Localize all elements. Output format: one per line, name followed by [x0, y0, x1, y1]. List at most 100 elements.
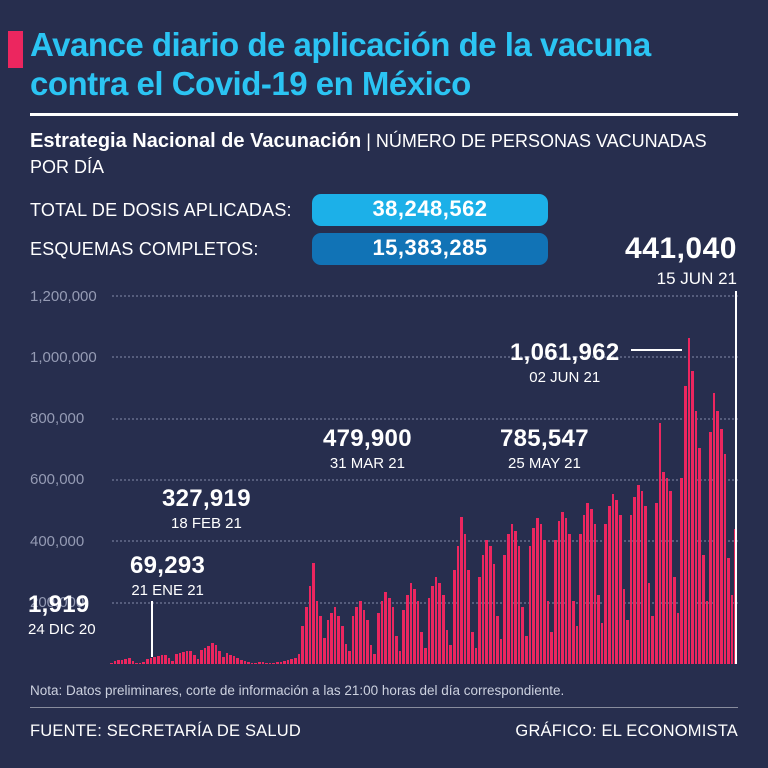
bar — [409, 582, 413, 664]
gridline-row: 800,000 — [30, 410, 738, 428]
bar — [413, 588, 416, 664]
bar — [351, 616, 355, 664]
annotation-02-jun-peak: 1,061,962 02 JUN 21 — [510, 339, 619, 386]
bar — [550, 631, 553, 664]
bar — [723, 453, 727, 664]
bar — [673, 576, 676, 664]
bar — [510, 524, 514, 664]
bar — [514, 530, 517, 664]
latest-value-connector-line — [735, 291, 737, 664]
bar — [488, 545, 492, 664]
title-accent-bar — [8, 31, 23, 68]
bar — [167, 657, 171, 664]
bar — [481, 555, 485, 664]
gridline-row: 600,000 — [30, 471, 738, 489]
bar — [719, 429, 723, 664]
y-tick-label: 400,000 — [30, 532, 85, 550]
bar — [362, 610, 366, 664]
bar — [189, 650, 193, 664]
bar — [608, 506, 611, 664]
bar — [525, 635, 528, 664]
bar — [398, 651, 402, 664]
y-tick-label: 800,000 — [30, 410, 85, 428]
bar — [644, 506, 647, 664]
annotation-21-ene: 69,293 21 ENE 21 — [130, 552, 205, 599]
bar — [286, 660, 290, 664]
bar — [131, 661, 135, 664]
y-tick-label: 600,000 — [30, 471, 85, 489]
bar — [521, 607, 525, 664]
bar — [539, 524, 543, 664]
bar — [117, 660, 120, 664]
bar — [604, 524, 608, 664]
bar — [146, 659, 149, 664]
bar — [135, 662, 138, 664]
latest-value: 441,040 — [625, 232, 737, 265]
stat-value-total-doses-badge: 38,248,562 — [312, 194, 548, 226]
bar — [597, 595, 600, 664]
bar — [276, 662, 279, 664]
bar — [431, 585, 434, 664]
bar — [572, 601, 575, 664]
bar — [485, 539, 488, 664]
bar — [174, 653, 178, 664]
bar — [427, 598, 431, 664]
bar — [221, 657, 225, 664]
bar — [478, 576, 481, 664]
bar — [373, 654, 377, 664]
gridline — [112, 478, 738, 481]
bar — [629, 515, 633, 664]
latest-value-date: 15 JUN 21 — [656, 269, 737, 288]
stat-row-total-doses: TOTAL DE DOSIS APLICADAS: 38,248,562 — [30, 194, 738, 226]
annotation-value: 1,061,962 — [510, 339, 620, 366]
bar — [156, 656, 160, 664]
bar — [712, 392, 716, 664]
bar — [333, 607, 337, 664]
bar — [557, 521, 561, 664]
bar — [470, 631, 474, 664]
bar — [655, 503, 658, 664]
bar — [337, 616, 340, 664]
bar — [676, 613, 680, 664]
bar — [214, 645, 218, 664]
subtitle-separator: | — [361, 131, 376, 151]
stat-row-complete-schemes: ESQUEMAS COMPLETOS: 15,383,285 — [30, 233, 738, 265]
bar — [651, 616, 655, 664]
y-tick-label: 1,200,000 — [30, 287, 97, 305]
bar — [236, 658, 239, 664]
annotation-24-dic: 1,919 24 DIC 20 — [28, 591, 96, 638]
bar — [622, 588, 626, 664]
bar — [553, 539, 557, 664]
bar — [517, 545, 521, 664]
bar — [633, 496, 636, 664]
bar — [279, 661, 283, 664]
source-credit: FUENTE: SECRETARÍA DE SALUD — [30, 722, 301, 740]
bar — [683, 386, 687, 664]
bar — [395, 635, 398, 664]
bar — [507, 533, 510, 664]
bar — [225, 652, 229, 664]
bar — [387, 598, 391, 664]
bar — [268, 662, 272, 664]
bar — [297, 654, 301, 664]
bar — [503, 555, 507, 664]
peak-connector-line — [631, 349, 682, 351]
y-tick-label: 1,000,000 — [30, 348, 97, 366]
bar — [618, 515, 622, 664]
graphic-credit: GRÁFICO: EL ECONOMISTA — [515, 722, 738, 740]
bar — [257, 662, 261, 664]
gridline — [112, 601, 738, 604]
bar — [182, 652, 185, 664]
bar — [680, 478, 683, 664]
bar — [315, 601, 319, 664]
bar — [341, 625, 344, 664]
annotation-date: 21 ENE 21 — [131, 582, 204, 599]
annotation-date: 31 MAR 21 — [329, 455, 405, 472]
bar — [164, 654, 167, 664]
bar — [369, 645, 373, 664]
bar — [456, 545, 460, 664]
bar — [402, 610, 405, 664]
bar — [582, 515, 586, 664]
bar — [528, 545, 532, 664]
bar — [149, 658, 153, 664]
